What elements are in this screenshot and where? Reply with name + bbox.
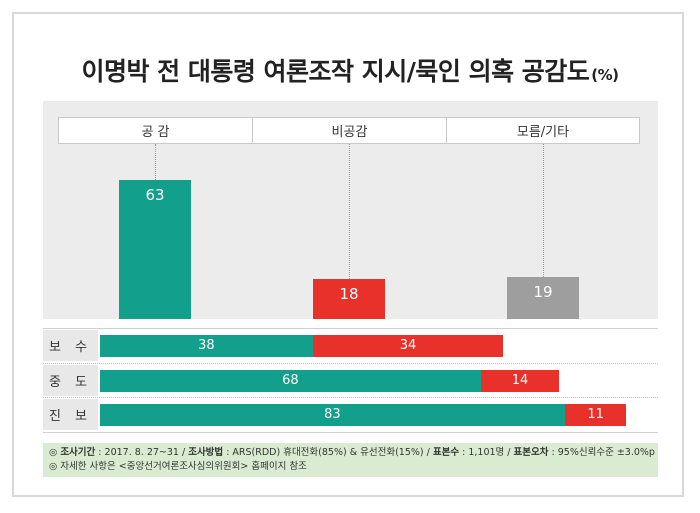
survey-footnote: ◎ 조사기간 : 2017. 8. 27~31 / 조사방법 : ARS(RDD… (43, 443, 658, 477)
footnote-part-0: ◎ (49, 447, 61, 458)
column-guide-line-2 (543, 144, 544, 278)
column-bar-2 (507, 277, 579, 319)
segment-bar-1-1 (480, 370, 560, 392)
segment-label-0: 보 수 (43, 330, 98, 361)
footnote-part-2: : 2017. 8. 27~31 / (95, 447, 189, 458)
footnote-part-1: 조사기간 (60, 447, 96, 458)
chart-title: 이명박 전 대통령 여론조작 지시/묵인 의혹 공감도 (%) (0, 52, 700, 88)
column-bar-1 (313, 279, 385, 319)
segment-bar-0-1 (312, 335, 504, 357)
column-header-0: 공 감 (58, 117, 253, 144)
segment-value-label-1-1: 14 (511, 373, 529, 388)
footnote-part-6: : 1,101명 / (459, 447, 514, 458)
column-guide-line-1 (349, 144, 350, 280)
title-text: 이명박 전 대통령 여론조작 지시/묵인 의혹 공감도 (81, 57, 590, 86)
column-value-label-0: 63 (145, 186, 165, 205)
segment-bar-2-1 (564, 404, 627, 426)
footnote-part-7: 표본오차 (513, 447, 549, 458)
segment-value-label-0-0: 38 (198, 338, 215, 353)
column-header-2: 모름/기타 (446, 117, 640, 144)
segment-label-2: 진 보 (43, 399, 98, 430)
title-unit: (%) (591, 66, 619, 84)
column-guide-line-0 (155, 144, 156, 181)
footnote-part-5: 표본수 (432, 447, 460, 458)
segment-value-label-0-1: 34 (399, 338, 417, 353)
segment-bar-0-0 (100, 335, 313, 357)
column-header-1: 비공감 (252, 117, 447, 144)
column-value-label-2: 19 (533, 283, 553, 302)
segment-value-label-1-0: 68 (282, 373, 299, 388)
segment-bar-2-0 (100, 404, 565, 426)
segment-value-label-2-0: 83 (324, 407, 341, 422)
footnote-part-8: : 95%신뢰수준 ±3.0%p / (548, 447, 658, 458)
segment-row-divider-2 (43, 397, 658, 398)
footnote-line-1: ◎ 조사기간 : 2017. 8. 27~31 / 조사방법 : ARS(RDD… (49, 446, 658, 460)
footnote-part-4: : ARS(RDD) 휴대전화(85%) & 유선전화(15%) / (223, 447, 433, 458)
footnote-part-3: 조사방법 (188, 447, 224, 458)
column-bar-0 (119, 180, 191, 319)
segment-bar-1-0 (100, 370, 481, 392)
column-value-label-1: 18 (339, 285, 359, 304)
segment-row-divider-1 (43, 363, 658, 364)
segment-label-1: 중 도 (43, 365, 98, 396)
footnote-line-2: ◎ 자세한 사항은 <중앙선거여론조사심의위원회> 홈페이지 참조 (49, 461, 307, 472)
segment-value-label-2-1: 11 (587, 407, 604, 422)
